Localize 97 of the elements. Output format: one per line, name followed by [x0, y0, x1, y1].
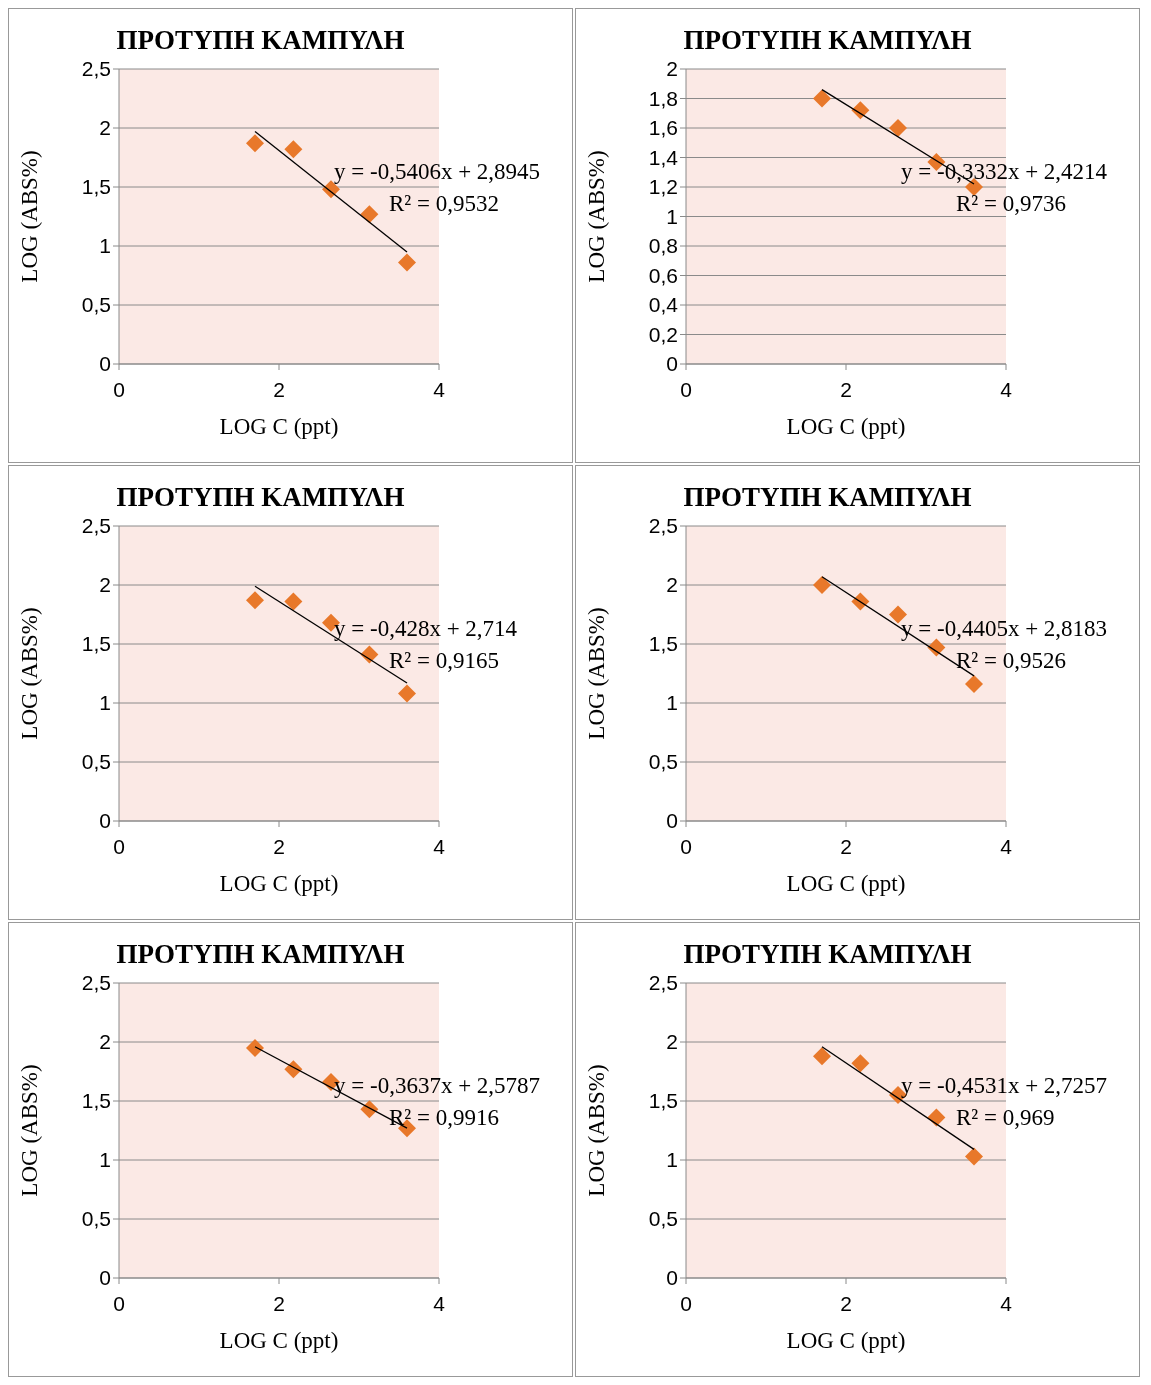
- point: [965, 675, 983, 694]
- y-axis-title: LOG (ABS%): [584, 607, 610, 740]
- x-tick-label: 4: [433, 834, 446, 858]
- x-tick-label: 2: [273, 377, 285, 401]
- y-tick-label: 0,6: [648, 263, 678, 287]
- y-tick-label: 1: [99, 234, 111, 258]
- y-axis-title: LOG (ABS%): [17, 150, 43, 283]
- y-tick-label: 2,5: [648, 514, 678, 538]
- y-tick-label: 0,8: [648, 234, 678, 258]
- x-axis-title: LOG C (ppt): [786, 871, 906, 896]
- chart-title: ΠΡΟΤΥΠΗ ΚΑΜΠΥΛΗ: [115, 938, 406, 971]
- chart-title: ΠΡΟΤΥΠΗ ΚΑΜΠΥΛΗ: [682, 24, 973, 57]
- y-tick-label: 2,5: [81, 57, 111, 81]
- y-axis-title: LOG (ABS%): [17, 1064, 43, 1197]
- y-tick-label: 2: [99, 573, 111, 597]
- x-tick-label: 4: [433, 1291, 446, 1315]
- y-tick-label: 1,6: [648, 116, 678, 140]
- y-tick-label: 0,4: [648, 293, 679, 317]
- x-axis-title: LOG C (ppt): [219, 414, 339, 439]
- y-tick-label: 0,2: [648, 322, 678, 346]
- y-axis-title: LOG (ABS%): [584, 1064, 610, 1197]
- y-tick-label: 1: [666, 691, 678, 715]
- point: [889, 119, 907, 137]
- point: [927, 1108, 946, 1127]
- chart-title: ΠΡΟΤΥΠΗ ΚΑΜΠΥΛΗ: [682, 938, 973, 971]
- x-tick-label: 2: [840, 834, 852, 858]
- annotation: R² = 0,9526: [956, 648, 1066, 674]
- annotation: y = -0,5406x + 2,8945: [334, 159, 541, 185]
- y-tick-label: 0,5: [648, 750, 678, 774]
- annotation: R² = 0,9532: [389, 191, 499, 217]
- y-tick-label: 2: [666, 573, 678, 597]
- y-tick-label: 2,5: [81, 971, 111, 995]
- y-tick-label: 0,5: [648, 1207, 678, 1231]
- y-tick-label: 1,8: [648, 86, 678, 110]
- x-tick-label: 2: [840, 377, 852, 401]
- y-tick-label: 0: [666, 809, 678, 833]
- y-tick-label: 1,4: [648, 145, 679, 169]
- annotation: R² = 0,9736: [956, 191, 1066, 217]
- point: [246, 134, 264, 153]
- x-tick-label: 4: [1000, 1291, 1013, 1315]
- point: [851, 1054, 870, 1073]
- point: [813, 1047, 831, 1066]
- point: [284, 140, 303, 159]
- y-tick-label: 1,5: [648, 1089, 678, 1113]
- y-tick-label: 1: [666, 204, 678, 228]
- point: [889, 605, 907, 624]
- y-tick-label: 2: [666, 57, 678, 81]
- y-tick-label: 1: [99, 1148, 111, 1172]
- y-tick-label: 0,5: [81, 750, 111, 774]
- y-tick-label: 1,2: [648, 175, 678, 199]
- y-tick-label: 0: [666, 352, 678, 376]
- y-axis-title: LOG (ABS%): [584, 150, 610, 283]
- y-tick-label: 0: [666, 1266, 678, 1290]
- x-tick-label: 2: [273, 1291, 285, 1315]
- x-tick-label: 2: [840, 1291, 852, 1315]
- annotation: y = -0,428x + 2,714: [334, 616, 518, 642]
- y-tick-label: 2,5: [81, 514, 111, 538]
- y-tick-label: 1: [99, 691, 111, 715]
- x-tick-label: 4: [433, 377, 446, 401]
- y-tick-label: 2: [99, 116, 111, 140]
- point: [284, 592, 303, 611]
- x-tick-label: 2: [273, 834, 285, 858]
- y-tick-label: 0: [99, 1266, 111, 1290]
- annotation: y = -0,3637x + 2,5787: [334, 1073, 541, 1099]
- point: [398, 684, 416, 703]
- y-tick-label: 1,5: [81, 632, 111, 656]
- chart-title: ΠΡΟΤΥΠΗ ΚΑΜΠΥΛΗ: [115, 24, 406, 57]
- x-axis-title: LOG C (ppt): [219, 1328, 339, 1353]
- y-axis-title: LOG (ABS%): [17, 607, 43, 740]
- y-tick-label: 0: [99, 809, 111, 833]
- x-axis-title: LOG C (ppt): [219, 871, 339, 896]
- y-tick-label: 1,5: [648, 632, 678, 656]
- point: [813, 576, 831, 594]
- point: [813, 89, 831, 108]
- x-axis-title: LOG C (ppt): [786, 1328, 906, 1353]
- y-tick-label: 1: [666, 1148, 678, 1172]
- point: [246, 1038, 264, 1057]
- y-tick-label: 2: [99, 1030, 111, 1054]
- y-tick-label: 1,5: [81, 175, 111, 199]
- point: [965, 1147, 983, 1166]
- y-tick-label: 2,5: [648, 971, 678, 995]
- y-tick-label: 1,5: [81, 1089, 111, 1113]
- point: [360, 205, 379, 224]
- x-axis-title: LOG C (ppt): [786, 414, 906, 439]
- y-tick-label: 0: [99, 352, 111, 376]
- point: [246, 591, 264, 610]
- point: [398, 253, 416, 272]
- annotation: R² = 0,9165: [389, 648, 499, 674]
- y-tick-label: 2: [666, 1030, 678, 1054]
- annotation: R² = 0,969: [956, 1105, 1055, 1131]
- y-tick-label: 0,5: [81, 293, 111, 317]
- chart-title: ΠΡΟΤΥΠΗ ΚΑΜΠΥΛΗ: [115, 481, 406, 514]
- x-tick-label: 4: [1000, 377, 1013, 401]
- chart-title: ΠΡΟΤΥΠΗ ΚΑΜΠΥΛΗ: [682, 481, 973, 514]
- y-tick-label: 0,5: [81, 1207, 111, 1231]
- x-tick-label: 4: [1000, 834, 1013, 858]
- annotation: y = -0,4531x + 2,7257: [901, 1073, 1108, 1099]
